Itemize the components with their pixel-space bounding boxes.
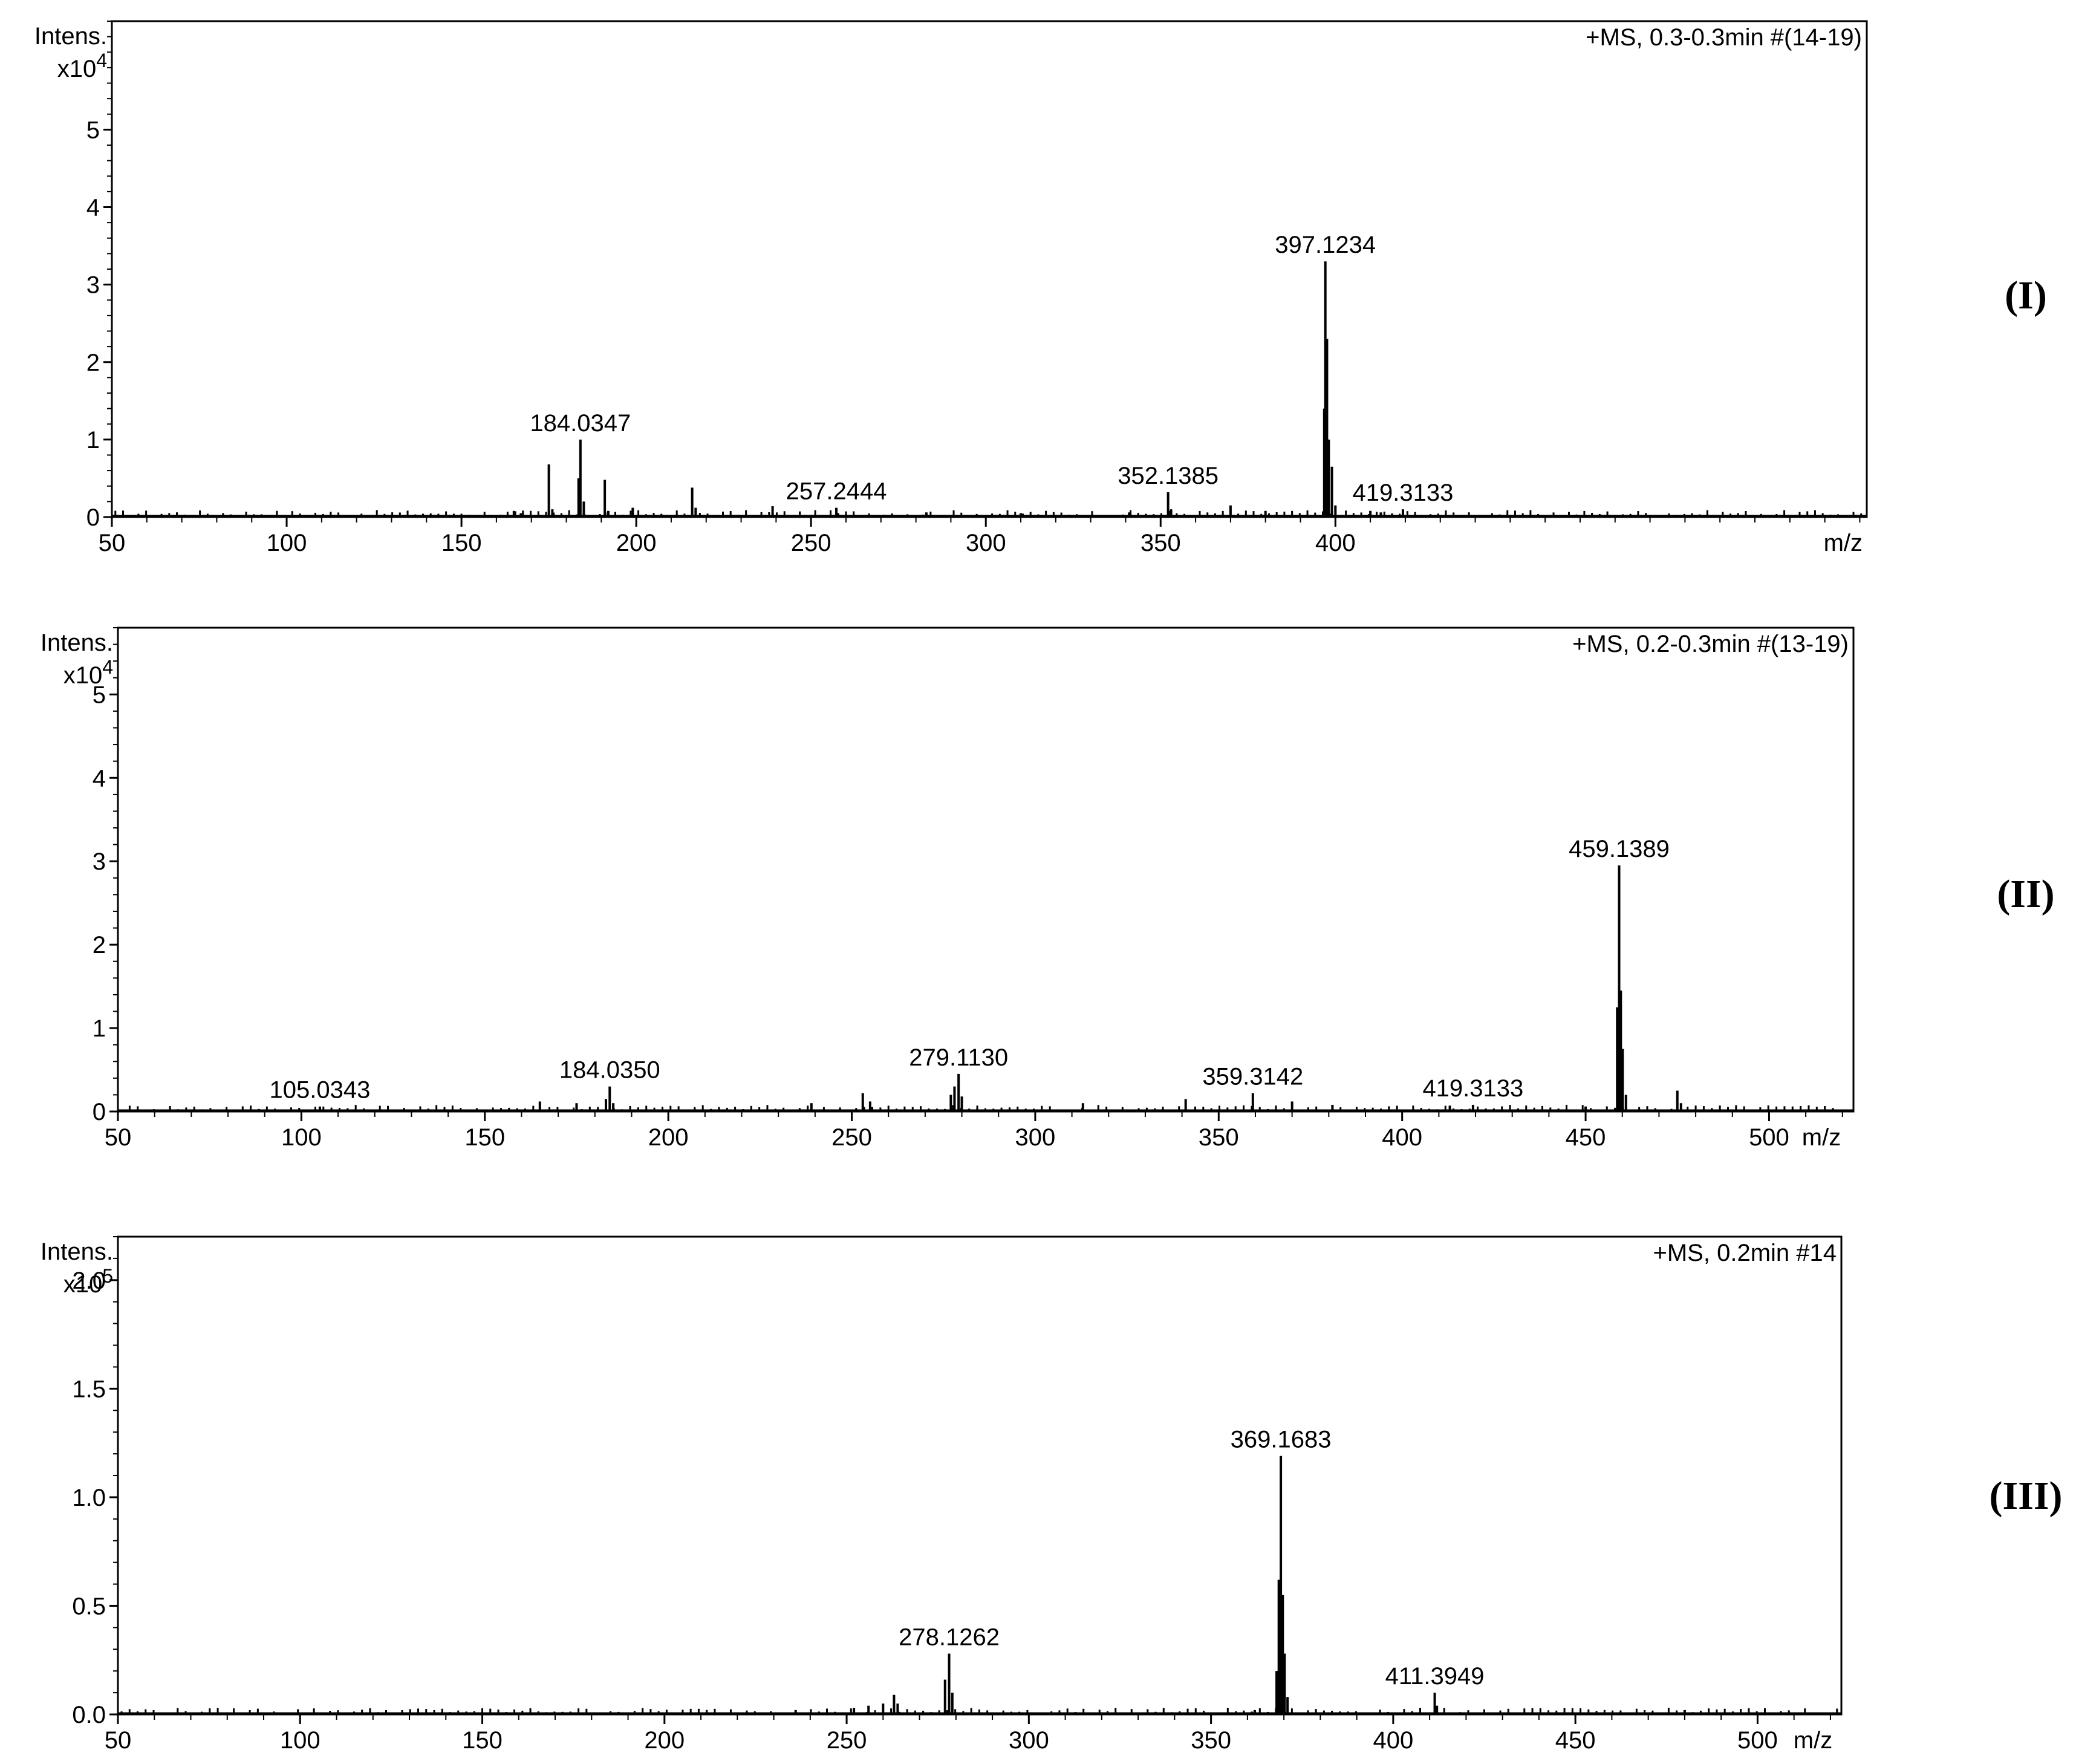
axis-ticks: 50 100 150 200 250 300 350 400 450 500 0.0 0.5 1.0 1.… [72, 1236, 1831, 1754]
y-axis-label: Intens. [34, 23, 107, 50]
panel-label: (I) [2005, 273, 2047, 317]
x-tick-label: 300 [1015, 1124, 1056, 1151]
peak-label: 279.1130 [909, 1044, 1008, 1071]
x-tick-label: 450 [1566, 1124, 1606, 1151]
y-multiplier-exponent: 5 [102, 1265, 113, 1287]
x-tick-label: 450 [1555, 1727, 1596, 1754]
x-axis-label: m/z [1824, 530, 1863, 556]
y-tick-label: 1 [86, 427, 100, 454]
x-tick-label: 250 [831, 1124, 872, 1151]
x-tick-label: 300 [966, 530, 1006, 556]
y-multiplier-exponent: 4 [102, 656, 113, 678]
peak-label: 184.0347 [530, 410, 631, 437]
acquisition-annotation: +MS, 0.3-0.3min #(14-19) [1586, 24, 1862, 51]
x-tick-label: 150 [441, 530, 482, 556]
plot-frame [117, 627, 1855, 1113]
x-tick-label: 250 [827, 1727, 867, 1754]
y-tick-label: 1.0 [72, 1485, 106, 1511]
x-tick-label: 300 [1009, 1727, 1049, 1754]
peak-label: 359.3142 [1202, 1064, 1303, 1090]
peak-label: 105.0343 [270, 1077, 371, 1104]
spectrum-peaks: 278.1262 369.1683 411.3949 [118, 1427, 1841, 1714]
x-tick-label: 150 [462, 1727, 503, 1754]
spectrum-panel-2: Intens. x104 +MS, 0.2-0.3min #(13-19) m/… [41, 627, 2055, 1151]
y-multiplier-base: x10 [63, 1271, 103, 1298]
peak-label: 419.3133 [1422, 1075, 1523, 1102]
y-tick-label: 1.5 [72, 1376, 106, 1402]
spectrum-peaks: 105.0343 184.0350 279.1130 359.3142 419.3133… [118, 836, 1853, 1111]
y-tick-label: 1 [93, 1015, 106, 1042]
x-tick-label: 350 [1199, 1124, 1239, 1151]
peak-label: 459.1389 [1569, 836, 1670, 862]
y-axis-label: Intens. [41, 1238, 113, 1265]
x-tick-label: 500 [1737, 1727, 1778, 1754]
peak-label: 411.3949 [1385, 1663, 1485, 1690]
x-tick-label: 200 [648, 1124, 689, 1151]
peak-label: 184.0350 [559, 1057, 660, 1084]
y-tick-label: 0.0 [72, 1702, 106, 1728]
axis-ticks: 50 100 150 200 250 300 350 400 0 1 2 3 4 5 [86, 21, 1861, 556]
y-tick-label: 0.5 [72, 1593, 106, 1619]
acquisition-annotation: +MS, 0.2-0.3min #(13-19) [1572, 631, 1849, 657]
y-tick-label: 3 [93, 848, 106, 875]
x-tick-label: 250 [791, 530, 831, 556]
y-axis-label: Intens. [41, 630, 113, 656]
spectrum-panel-3: Intens. x105 +MS, 0.2min #14 m/z (III) 5… [41, 1235, 2063, 1754]
x-tick-label: 350 [1191, 1727, 1231, 1754]
y-multiplier-base: x10 [63, 662, 103, 689]
x-axis-label: m/z [1794, 1727, 1832, 1754]
x-tick-label: 50 [105, 1727, 132, 1754]
panel-label: (III) [1989, 1474, 2062, 1518]
y-tick-label: 2 [86, 350, 100, 376]
x-tick-label: 100 [280, 1727, 321, 1754]
y-tick-label: 0 [93, 1099, 106, 1125]
y-axis-multiplier: x104 [57, 50, 107, 82]
y-tick-label: 2 [93, 932, 106, 958]
x-tick-label: 400 [1382, 1124, 1422, 1151]
x-tick-label: 50 [105, 1124, 132, 1151]
spectrum-peaks: 184.0347 257.2444 352.1385 397.1234 419.3133 [112, 232, 1867, 517]
panel-label: (II) [1997, 872, 2054, 916]
peak-label: 257.2444 [786, 478, 887, 505]
x-tick-label: 400 [1315, 530, 1356, 556]
peak-label: 278.1262 [899, 1624, 1000, 1650]
peak-label: 369.1683 [1231, 1427, 1332, 1453]
y-tick-label: 0 [86, 504, 100, 531]
y-axis-multiplier: x104 [63, 656, 113, 689]
y-tick-label: 5 [93, 682, 106, 708]
x-tick-label: 200 [644, 1727, 685, 1754]
x-axis-label: m/z [1802, 1124, 1841, 1151]
y-tick-label: 2.0 [72, 1268, 106, 1294]
x-tick-label: 50 [99, 530, 126, 556]
x-tick-label: 350 [1140, 530, 1181, 556]
peak-label: 352.1385 [1118, 463, 1219, 489]
y-tick-label: 3 [86, 272, 100, 299]
x-tick-label: 500 [1749, 1124, 1789, 1151]
x-tick-label: 200 [616, 530, 657, 556]
y-tick-label: 5 [86, 117, 100, 143]
y-multiplier-base: x10 [57, 56, 97, 82]
x-tick-label: 100 [267, 530, 307, 556]
x-tick-label: 150 [464, 1124, 505, 1151]
plot-frame [111, 20, 1868, 518]
y-multiplier-exponent: 4 [96, 50, 107, 71]
x-tick-label: 100 [281, 1124, 322, 1151]
peak-label: 397.1234 [1275, 232, 1376, 258]
y-axis-multiplier: x105 [63, 1265, 113, 1298]
axis-ticks: 50 100 150 200 250 300 350 400 450 500 0 1 2 3 4 5 [93, 627, 1843, 1151]
y-tick-label: 4 [86, 195, 100, 221]
x-tick-label: 400 [1373, 1727, 1414, 1754]
peak-label: 419.3133 [1353, 480, 1454, 506]
spectrum-panel-1: Intens. x104 +MS, 0.3-0.3min #(14-19) m/… [34, 20, 2047, 556]
acquisition-annotation: +MS, 0.2min #14 [1653, 1240, 1837, 1266]
y-tick-label: 4 [93, 765, 106, 792]
